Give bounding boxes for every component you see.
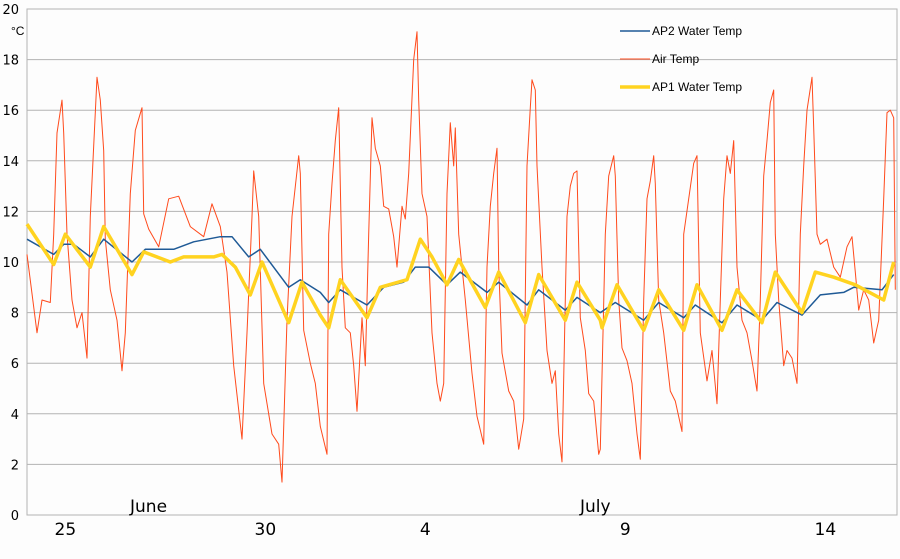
y-tick-label: 14 [2, 155, 19, 170]
x-tick-label: 4 [420, 520, 431, 540]
series-line-ap1-water-temp [25, 223, 896, 333]
x-tick-label: 14 [815, 520, 837, 540]
series-line-air-temp [26, 31, 896, 483]
y-tick-label: 12 [2, 205, 19, 220]
legend-label-air-temp: Air Temp [652, 52, 699, 66]
y-tick-label: 0 [11, 509, 19, 524]
y-tick-label: 4 [11, 408, 19, 423]
y-tick-label: 18 [2, 54, 19, 69]
legend: AP2 Water Temp Air Temp AP1 Water Temp [620, 24, 742, 94]
y-axis-tick-labels: 0 2 4 6 8 10 12 14 16 18 20 [2, 3, 19, 524]
plot-area-border [26, 8, 898, 516]
x-axis-tick-labels: 25 30 4 9 14 [55, 520, 837, 540]
y-tick-label: 8 [11, 307, 19, 322]
legend-label-ap2-water-temp: AP2 Water Temp [652, 24, 742, 38]
month-label-june: June [129, 497, 167, 517]
month-label-july: July [579, 497, 611, 517]
x-tick-label: 30 [255, 520, 277, 540]
y-tick-label: 10 [2, 256, 19, 271]
y-axis-unit-label: °C [11, 24, 25, 38]
y-tick-label: 6 [11, 357, 19, 372]
x-tick-label: 9 [620, 520, 631, 540]
y-tick-label: 20 [2, 3, 19, 18]
series-line-ap2-water-temp [26, 235, 895, 324]
x-tick-label: 25 [55, 520, 77, 540]
y-tick-label: 16 [2, 104, 19, 119]
data-series [25, 31, 896, 483]
y-tick-label: 2 [11, 458, 19, 473]
legend-label-ap1-water-temp: AP1 Water Temp [652, 80, 742, 94]
